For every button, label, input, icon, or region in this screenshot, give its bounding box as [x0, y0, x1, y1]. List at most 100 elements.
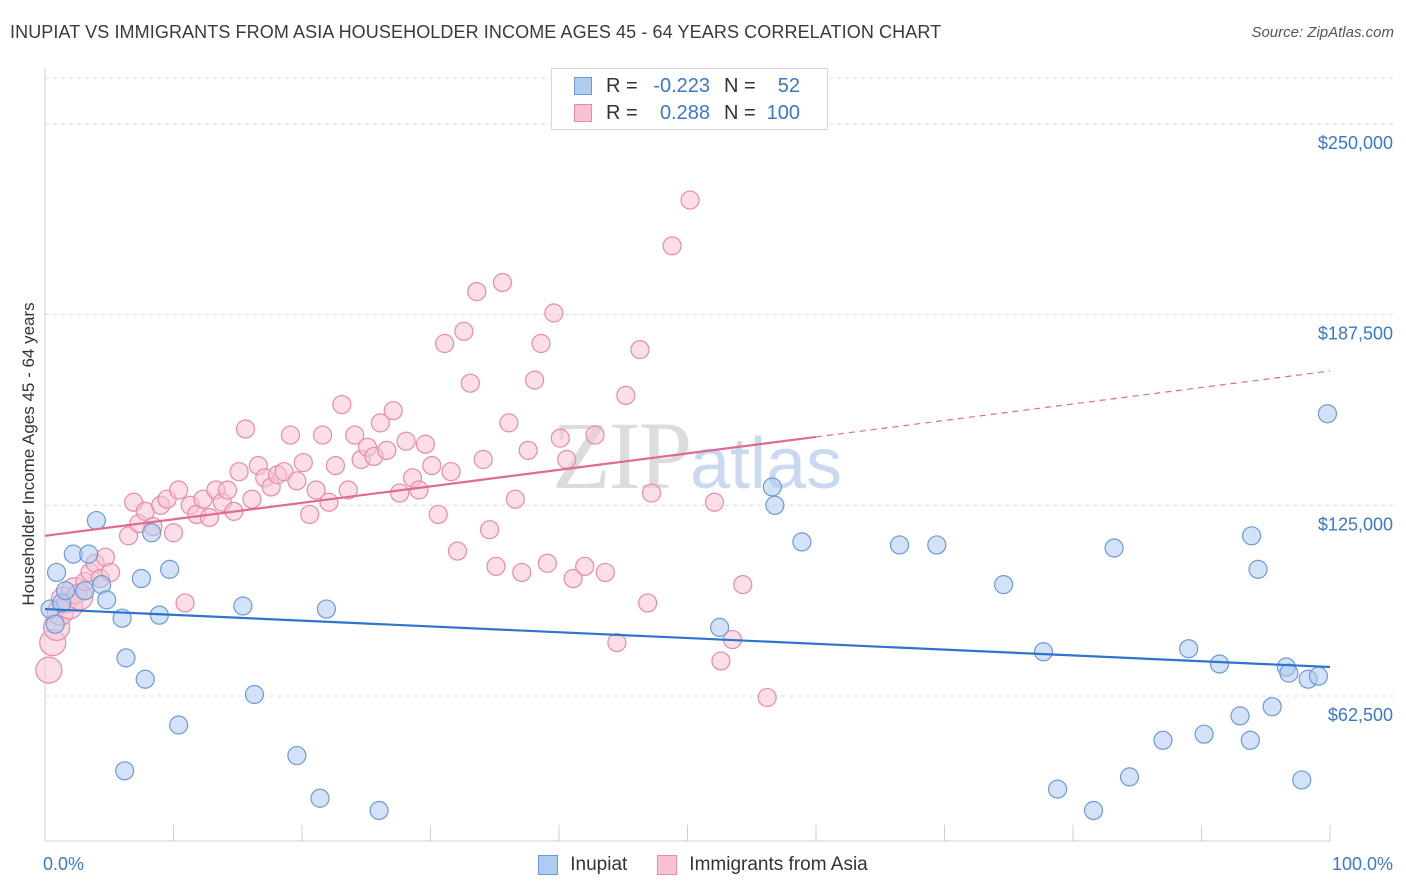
inupiat-point [792, 532, 812, 552]
inupiat-point [46, 562, 67, 583]
inupiat-point [1230, 706, 1250, 726]
asia-point [312, 425, 333, 445]
asia-point [409, 480, 429, 500]
series-legend-label: Inupiat [570, 854, 628, 875]
inupiat-point [310, 788, 330, 808]
legend-row-asia: R = 0.288 N = 100 [574, 100, 800, 126]
asia-point [630, 340, 650, 360]
asia-point [486, 556, 506, 576]
series-legend-label: Immigrants from Asia [689, 854, 868, 875]
asia-point [662, 236, 682, 256]
inupiat-point [1308, 666, 1329, 686]
asia-point [518, 440, 538, 460]
series-legend-asia[interactable]: Immigrants from Asia [657, 854, 868, 876]
asia-point [704, 492, 725, 512]
legend-r-value: -0.223 [653, 74, 710, 97]
series-legend-inupiat[interactable]: Inupiat [538, 854, 627, 876]
inupiat-point [369, 800, 389, 821]
inupiat-point [1292, 770, 1312, 790]
inupiat-point [994, 575, 1014, 595]
legend-n-value: 100 [766, 101, 800, 124]
inupiat-point [135, 669, 155, 689]
series-swatch-inupiat [538, 855, 559, 875]
asia-point [306, 480, 326, 500]
legend-swatch-inupiat [574, 77, 592, 95]
inupiat-point [1047, 779, 1068, 799]
asia-point [550, 428, 570, 448]
asia-point [441, 462, 461, 482]
source-label: Source: ZipAtlas.com [1251, 24, 1394, 41]
asia-point [235, 419, 256, 439]
asia-point [641, 483, 662, 503]
asia-point [711, 651, 731, 671]
asia-point [680, 190, 700, 210]
asia-point [390, 483, 410, 503]
legend-n-label: N = [724, 74, 756, 97]
asia-point [557, 449, 577, 470]
asia-point [169, 480, 189, 500]
inupiat-point [79, 544, 99, 564]
asia-point [300, 504, 320, 525]
inupiat-point [86, 510, 107, 531]
inupiat-point [1209, 654, 1230, 674]
y-tick-label: $250,000 [1318, 133, 1393, 153]
asia-point [616, 385, 636, 406]
y-tick-label: $187,500 [1318, 324, 1393, 344]
legend-swatch-asia [574, 104, 592, 122]
asia-point [175, 593, 195, 613]
y-tick-label: $125,000 [1318, 514, 1393, 534]
asia-point [415, 434, 435, 454]
inupiat-point [1262, 697, 1282, 717]
asia-point [338, 480, 358, 500]
inupiat-point [710, 617, 730, 637]
inupiat-point [316, 599, 337, 619]
legend-row-inupiat: R = -0.223 N = 52 [574, 73, 800, 99]
asia-point [505, 489, 525, 509]
asia-point [447, 541, 468, 561]
asia-point [585, 425, 605, 445]
asia-point [325, 456, 346, 476]
y-tick-label: $62,500 [1328, 705, 1393, 725]
asia-point [512, 562, 532, 583]
inupiat-point [287, 745, 307, 766]
asia-point [229, 462, 249, 482]
asia-point [473, 449, 493, 470]
x-tick-label: 100.0% [1332, 854, 1393, 874]
legend-r-label: R = [606, 74, 638, 97]
asia-point [332, 394, 352, 415]
legend-n-label: N = [724, 101, 756, 124]
series-legend: Inupiat Immigrants from Asia [0, 852, 1406, 878]
asia-point [383, 401, 403, 421]
asia-trend-line-dashed [815, 370, 1331, 438]
asia-point [217, 480, 238, 500]
legend-r-label: R = [606, 101, 638, 124]
asia-point [733, 575, 753, 595]
inupiat-point [1104, 538, 1124, 558]
asia-point [319, 492, 339, 512]
inupiat-trend-line [44, 607, 1331, 669]
asia-point [563, 568, 583, 589]
legend-n-value: 52 [777, 74, 800, 97]
asia-point [428, 504, 448, 525]
inupiat-point [1083, 800, 1104, 821]
inupiat-point [160, 559, 180, 579]
asia-point [280, 425, 301, 445]
inupiat-point [131, 568, 151, 589]
inupiat-point [97, 590, 117, 610]
asia-point [370, 413, 390, 433]
asia-point [595, 562, 615, 583]
asia-point [499, 413, 519, 433]
asia-point [345, 425, 365, 445]
asia-point [575, 556, 595, 576]
asia-point [118, 526, 139, 546]
inupiat-point [1119, 767, 1140, 787]
asia-point [467, 282, 487, 302]
inupiat-point [1240, 730, 1260, 750]
inupiat-point [75, 581, 95, 601]
chart-title: INUPIAT VS IMMIGRANTS FROM ASIA HOUSEHOL… [10, 22, 942, 42]
inupiat-point [1248, 559, 1268, 579]
asia-point [396, 431, 416, 451]
inupiat-point [762, 477, 782, 497]
series-swatch-asia [657, 855, 678, 875]
